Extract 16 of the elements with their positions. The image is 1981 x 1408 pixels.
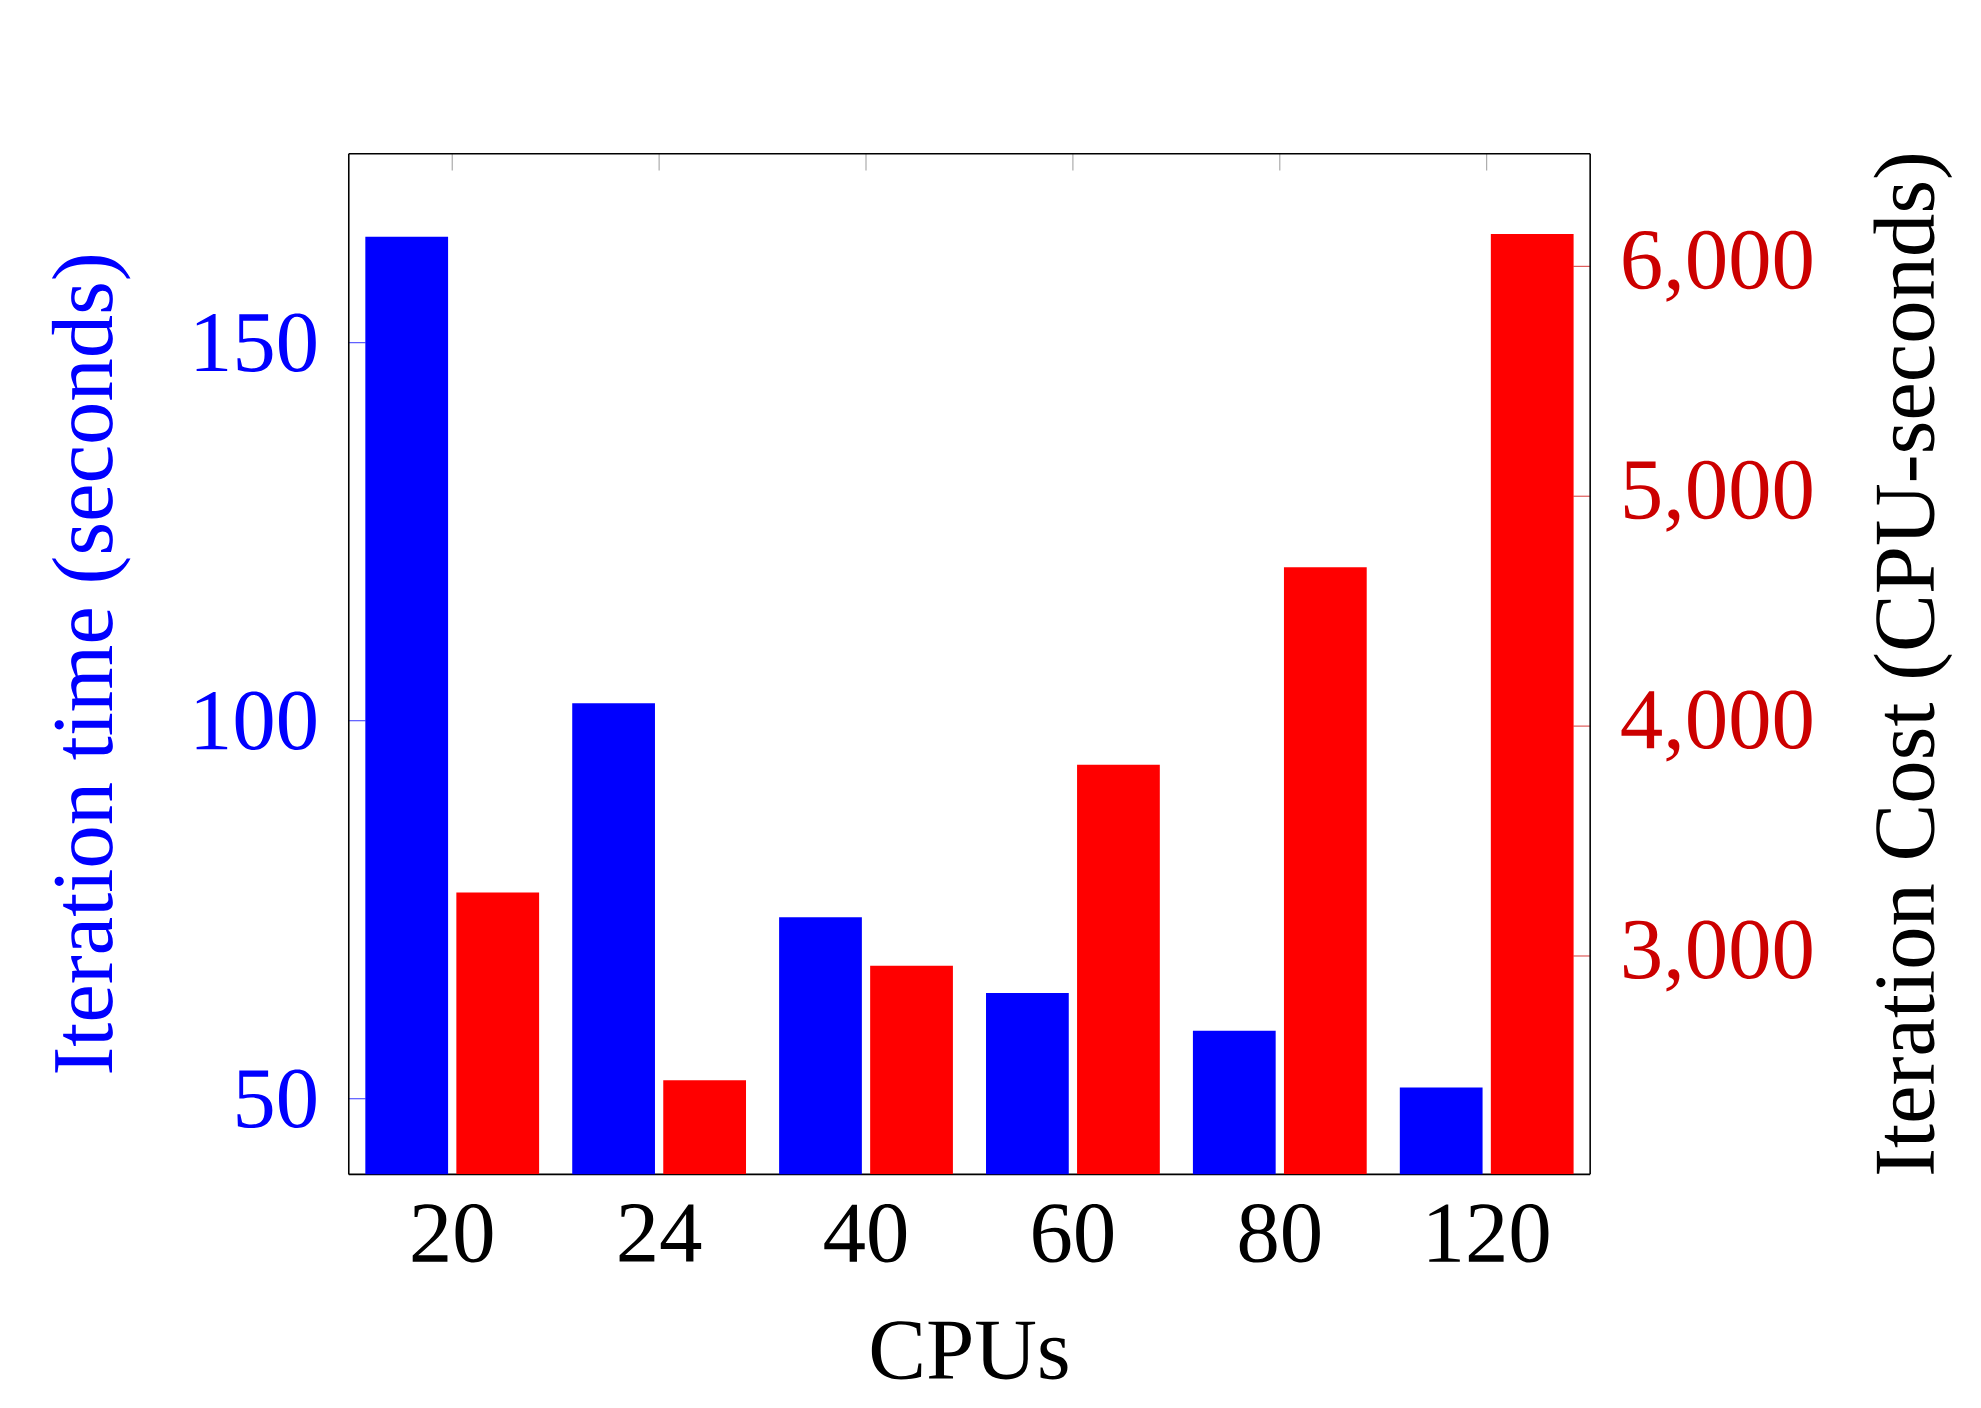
x-axis-title: CPUs bbox=[871, 1321, 1068, 1380]
y-axis-title: Iteration time (seconds) bbox=[51, 255, 131, 1073]
y-tick-label: 100 bbox=[196, 691, 316, 750]
y2-tick-label: 6,000 bbox=[1623, 230, 1812, 302]
y2-tick-label: 4,000 bbox=[1621, 690, 1812, 762]
x-tick-label: 60 bbox=[1033, 1203, 1113, 1263]
y-tick-label: 50 bbox=[237, 1069, 316, 1128]
y-tick-label: 150 bbox=[196, 313, 316, 372]
x-tick-label: 120 bbox=[1429, 1203, 1549, 1263]
y2-axis-title: Iteration Cost (CPU-seconds) bbox=[1873, 154, 1953, 1174]
x-tick-label: 40 bbox=[824, 1203, 907, 1263]
y2-tick-label: 3,000 bbox=[1623, 920, 1812, 992]
x-tick-label: 80 bbox=[1239, 1203, 1320, 1263]
y2-tick-label: 5,000 bbox=[1624, 460, 1812, 532]
x-tick-label: 20 bbox=[412, 1203, 493, 1263]
x-tick-label: 24 bbox=[619, 1203, 702, 1262]
